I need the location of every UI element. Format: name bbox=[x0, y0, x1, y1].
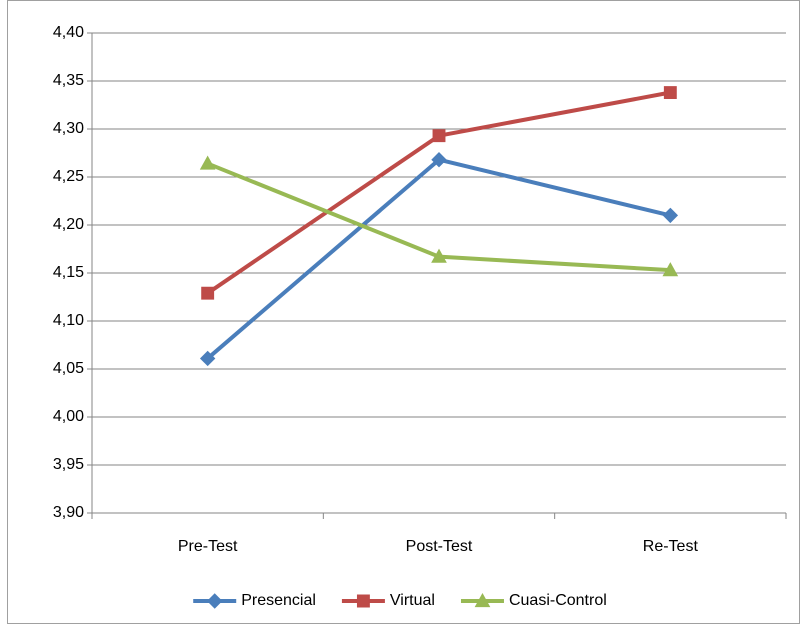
marker bbox=[356, 594, 370, 608]
legend-label: Virtual bbox=[390, 592, 435, 609]
y-tick-label: 4,00 bbox=[53, 408, 84, 425]
marker bbox=[662, 207, 679, 224]
y-tick-label: 4,30 bbox=[53, 120, 84, 137]
y-tick-label: 4,35 bbox=[53, 72, 84, 89]
marker bbox=[431, 248, 447, 263]
x-tick-label: Post-Test bbox=[406, 538, 473, 555]
legend-label: Presencial bbox=[241, 592, 316, 609]
marker bbox=[474, 592, 491, 608]
marker bbox=[199, 155, 216, 170]
marker bbox=[663, 86, 677, 99]
x-tick-label: Re-Test bbox=[643, 538, 699, 555]
y-tick-label: 4,25 bbox=[53, 168, 84, 185]
y-tick-label: 4,05 bbox=[53, 360, 84, 377]
marker bbox=[201, 286, 215, 300]
marker bbox=[207, 593, 223, 609]
marker bbox=[432, 129, 446, 143]
y-tick-label: 4,10 bbox=[53, 312, 84, 329]
y-tick-label: 3,95 bbox=[53, 456, 84, 473]
y-tick-label: 4,15 bbox=[53, 264, 84, 281]
legend-label: Cuasi-Control bbox=[509, 592, 607, 609]
y-tick-label: 4,40 bbox=[53, 24, 84, 41]
chart-frame bbox=[7, 0, 800, 624]
y-tick-label: 3,90 bbox=[53, 504, 84, 521]
x-tick-label: Pre-Test bbox=[178, 538, 238, 555]
marker bbox=[199, 350, 216, 367]
marker bbox=[431, 152, 447, 168]
marker bbox=[662, 262, 679, 277]
y-tick-label: 4,20 bbox=[53, 216, 84, 233]
